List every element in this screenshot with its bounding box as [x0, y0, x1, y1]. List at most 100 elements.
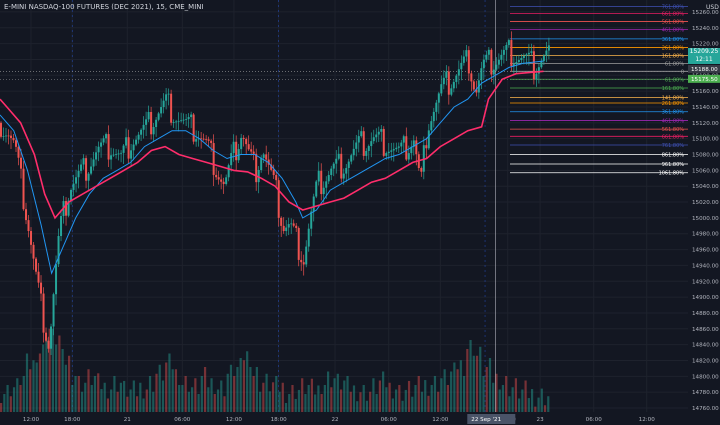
time-tick-label: 21	[124, 417, 132, 423]
candle-body	[107, 134, 110, 160]
candle-body	[57, 236, 60, 265]
volume-bar	[284, 403, 288, 412]
candle-body	[97, 146, 100, 153]
candle-body	[117, 153, 120, 155]
candle-body	[25, 209, 28, 221]
candle-body	[275, 175, 278, 181]
price-tick-label: 14820.00	[692, 358, 719, 364]
candle-body	[85, 158, 88, 181]
price-tick-label: 15240.00	[692, 26, 719, 32]
candle-body	[0, 122, 2, 137]
time-axis[interactable]	[0, 412, 688, 425]
volume-bar	[271, 382, 275, 412]
volume-bar	[259, 391, 262, 412]
candle-body	[405, 136, 408, 160]
candle-body	[280, 217, 283, 226]
volume-bar	[294, 398, 297, 412]
candle-body	[340, 153, 343, 179]
volume-bar	[359, 392, 362, 412]
volume-bar	[216, 389, 220, 412]
volume-bar	[132, 380, 135, 412]
volume-bar	[291, 385, 294, 412]
candle-body	[450, 88, 453, 95]
candle-body	[162, 100, 165, 108]
volume-bar	[197, 394, 200, 412]
price-tick-label: 14900.00	[692, 295, 719, 301]
candle-body	[435, 102, 438, 112]
price-tick-label: 14940.00	[692, 263, 719, 269]
candle-body	[262, 154, 265, 158]
candle-body	[12, 137, 15, 141]
volume-bar	[77, 376, 80, 412]
volume-bar	[22, 376, 25, 412]
volume-bar	[278, 391, 281, 412]
candle-body	[452, 81, 455, 89]
fib-level-label: 261.80%	[662, 101, 684, 107]
candle-body	[102, 138, 105, 143]
candle-body	[70, 189, 73, 201]
volume-bar	[466, 349, 469, 412]
price-tick-label: 14780.00	[692, 390, 719, 396]
candle-body	[307, 228, 310, 247]
volume-bar	[524, 380, 527, 412]
candle-body	[492, 69, 495, 75]
volume-bar	[301, 378, 304, 412]
candle-body	[475, 89, 478, 93]
price-tick-label: 15040.00	[692, 184, 719, 190]
price-tick-label: 15140.00	[692, 105, 719, 111]
candle-body	[537, 67, 540, 74]
volume-bar	[58, 335, 61, 412]
candle-body	[242, 137, 245, 139]
candle-body	[215, 174, 218, 178]
candle-body	[90, 166, 93, 174]
volume-bar	[375, 394, 378, 412]
volume-bar	[369, 391, 372, 412]
candle-body	[87, 173, 90, 181]
candle-body	[487, 49, 490, 55]
fib-level-label: 261.80%	[662, 46, 684, 52]
candle-body	[40, 282, 43, 294]
volume-bar	[0, 403, 3, 412]
candle-body	[65, 201, 68, 216]
volume-bar	[534, 406, 537, 412]
candle-body	[202, 138, 205, 140]
candle-body	[355, 142, 358, 149]
price-tick-label: 14840.00	[692, 343, 719, 349]
volume-bar	[540, 388, 543, 412]
candle-body	[467, 50, 470, 74]
candle-body	[385, 153, 388, 156]
candle-body	[15, 140, 18, 147]
volume-bar	[174, 369, 178, 412]
candle-body	[45, 332, 48, 341]
candle-body	[277, 180, 280, 218]
volume-bar	[333, 378, 336, 412]
price-tick-label: 14880.00	[692, 311, 719, 317]
candle-body	[390, 150, 393, 152]
candle-body	[195, 139, 198, 142]
candle-body	[370, 141, 373, 147]
volume-bar	[378, 380, 382, 412]
candle-body	[455, 75, 458, 82]
volume-bar	[139, 382, 142, 412]
candle-body	[505, 44, 508, 50]
candle-body	[200, 138, 203, 140]
price-tick-label: 15100.00	[692, 137, 719, 143]
volume-bar	[3, 394, 6, 412]
volume-bar	[265, 373, 268, 412]
candle-body	[67, 200, 70, 216]
volume-bar	[123, 380, 126, 412]
price-axis-tag-label: 15175.50	[691, 77, 718, 83]
volume-bar	[191, 387, 194, 412]
volume-bar	[488, 358, 492, 412]
candle-body	[507, 40, 510, 45]
time-tick-label: 06:00	[586, 417, 603, 423]
candle-body	[512, 64, 515, 67]
volume-bar	[187, 391, 190, 412]
volume-bar	[417, 376, 420, 412]
price-tick-label: 14860.00	[692, 327, 719, 333]
time-tick-label: 12:00	[432, 417, 449, 423]
candle-body	[147, 112, 150, 120]
candle-body	[217, 177, 220, 180]
candle-body	[5, 135, 8, 137]
